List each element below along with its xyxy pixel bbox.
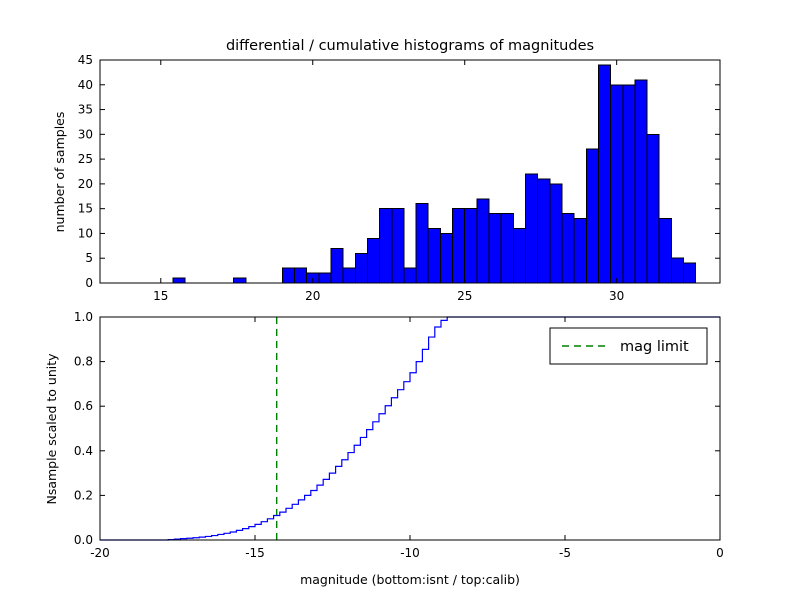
histogram-bar <box>453 209 465 283</box>
y-tick-label: 0.6 <box>74 399 93 413</box>
x-tick-label: -5 <box>559 546 571 560</box>
histogram-bar <box>331 248 343 283</box>
y-tick-label: 10 <box>78 226 93 240</box>
histogram-bar <box>465 209 477 283</box>
figure-background <box>0 0 800 600</box>
figure-canvas: 15 20 25 30 0 5 10 15 20 25 30 35 40 45 -20 -15 -10 -5 0 0… <box>0 0 800 600</box>
chart-title: differential / cumulative histograms of … <box>226 38 594 54</box>
histogram-bar <box>416 204 428 283</box>
histogram-bar <box>282 268 294 283</box>
histogram-bar <box>635 80 647 283</box>
histogram-bar <box>367 238 379 283</box>
matplotlib-figure: 15 20 25 30 0 5 10 15 20 25 30 35 40 45 -20 -15 -10 -5 0 0… <box>0 0 800 600</box>
bottom-ylabel: Nsample scaled to unity <box>44 353 59 505</box>
histogram-bar <box>562 214 574 283</box>
x-tick-label: 0 <box>716 546 724 560</box>
histogram-bar <box>380 209 392 283</box>
y-tick-label: 0 <box>85 276 93 290</box>
y-tick-label: 15 <box>78 202 93 216</box>
histogram-bar <box>173 278 185 283</box>
y-tick-label: 40 <box>78 78 93 92</box>
histogram-bar <box>684 263 696 283</box>
y-tick-label: 0.2 <box>74 488 93 502</box>
x-tick-label: 15 <box>153 289 168 303</box>
histogram-bar <box>598 65 610 283</box>
histogram-bar <box>440 233 452 283</box>
histogram-bar <box>489 214 501 283</box>
bottom-xlabel: magnitude (bottom:isnt / top:calib) <box>300 572 520 587</box>
y-tick-label: 25 <box>78 152 93 166</box>
y-tick-label: 1.0 <box>74 310 93 324</box>
x-tick-label: 30 <box>609 289 624 303</box>
histogram-bar <box>550 184 562 283</box>
y-tick-label: 0.8 <box>74 355 93 369</box>
histogram-bar <box>671 258 683 283</box>
histogram-bar <box>404 268 416 283</box>
histogram-bar <box>343 268 355 283</box>
top-ylabel: number of samples <box>52 112 67 233</box>
histogram-bar <box>477 199 489 283</box>
histogram-bar <box>586 149 598 283</box>
histogram-bar <box>574 219 586 283</box>
histogram-bar <box>295 268 307 283</box>
legend: mag limit <box>550 328 707 364</box>
y-tick-label: 35 <box>78 103 93 117</box>
histogram-bar <box>319 273 331 283</box>
x-tick-label: 25 <box>457 289 472 303</box>
histogram-bar <box>355 253 367 283</box>
histogram-bar <box>428 228 440 283</box>
y-tick-label: 5 <box>85 251 93 265</box>
histogram-bar <box>234 278 246 283</box>
y-tick-label: 0.4 <box>74 444 93 458</box>
histogram-bar <box>623 85 635 283</box>
legend-label: mag limit <box>620 339 689 355</box>
x-tick-label: -20 <box>90 546 110 560</box>
x-tick-label: 20 <box>305 289 320 303</box>
x-tick-label: -10 <box>400 546 420 560</box>
histogram-bar <box>659 219 671 283</box>
histogram-bar <box>647 134 659 283</box>
y-tick-label: 30 <box>78 127 93 141</box>
histogram-bar <box>525 174 537 283</box>
histogram-bar <box>538 179 550 283</box>
histogram-bar <box>611 85 623 283</box>
x-tick-label: -15 <box>245 546 265 560</box>
y-tick-label: 0.0 <box>74 533 93 547</box>
y-tick-label: 20 <box>78 177 93 191</box>
histogram-bar <box>501 214 513 283</box>
y-tick-label: 45 <box>78 53 93 67</box>
histogram-bar <box>513 228 525 283</box>
histogram-bar <box>392 209 404 283</box>
